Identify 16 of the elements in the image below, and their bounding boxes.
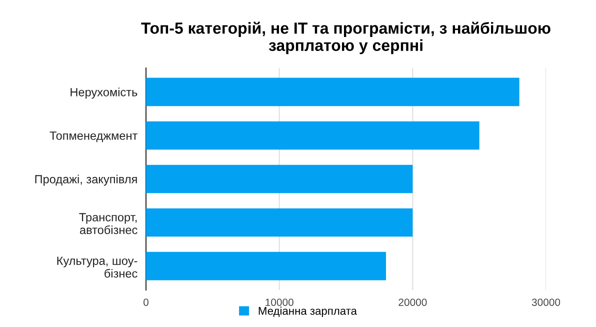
bar [146,208,413,237]
chart-title: Топ-5 категорій, не IT та програмісти, з найбільшою зарплатою у серпні [141,22,550,54]
y-tick-label: Культура, шоу-бізнес [57,256,138,278]
x-tick-label: 20000 [398,298,427,306]
y-tick-label: Транспорт, автобізнес [79,213,138,234]
legend-label: Медіанна зарплата [258,306,357,317]
y-tick-label: Нерухомість [70,88,138,99]
bar [146,252,386,280]
bar [146,78,520,106]
x-tick-label: 10000 [266,298,294,306]
bar [146,121,480,150]
bar [146,164,413,194]
y-tick-label: Топменеджмент [50,132,138,142]
x-tick-label: 0 [144,298,148,306]
y-tick-label: Продажі, закупівля [35,174,137,186]
x-tick-label: 30000 [532,298,560,306]
